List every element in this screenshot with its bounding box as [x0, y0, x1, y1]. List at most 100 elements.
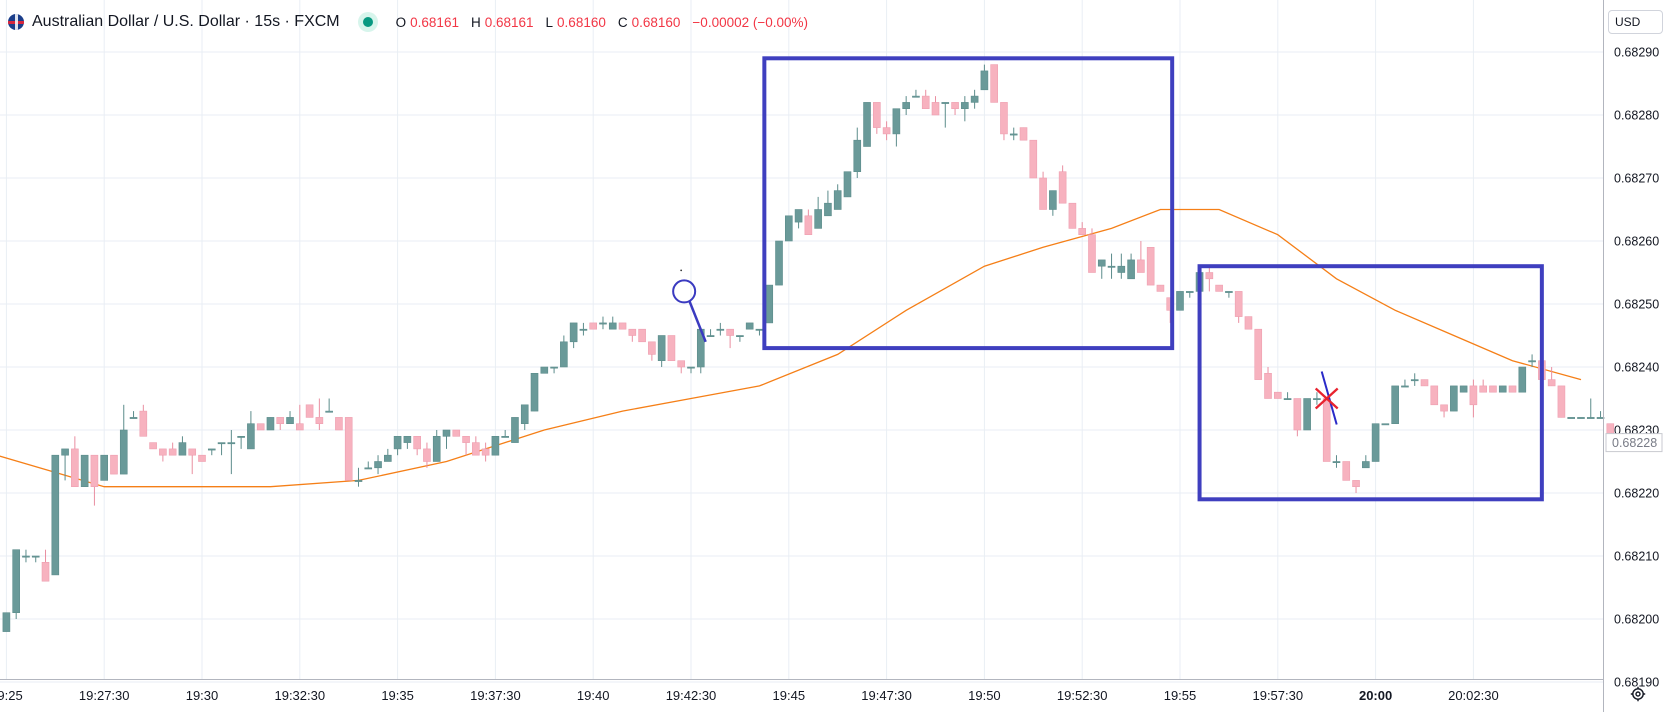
drawings[interactable]	[672, 56, 1544, 502]
candle-body	[1528, 360, 1536, 363]
candle-body	[1342, 461, 1351, 481]
time-tick-label: 19:55	[1164, 688, 1197, 703]
candle-body	[1244, 316, 1253, 330]
candle-body	[628, 328, 637, 336]
candle-body	[1450, 385, 1458, 412]
candle-body	[530, 372, 539, 412]
candle-body	[520, 404, 529, 424]
candle-body	[589, 322, 598, 330]
time-tick-label: 19:32:30	[274, 688, 325, 703]
candle-body	[71, 448, 79, 487]
time-tick-label: 19:57:30	[1252, 688, 1303, 703]
candle-body	[1264, 372, 1272, 399]
candle-body	[843, 171, 852, 198]
candle-body	[1381, 423, 1390, 426]
ohlc-values: O 0.68161 H 0.68161 L 0.68160 C 0.68160 …	[396, 15, 816, 30]
candle-body	[374, 461, 382, 469]
symbol-title[interactable]: Australian Dollar / U.S. Dollar · 15s · …	[32, 13, 340, 30]
candle-body	[902, 102, 910, 110]
currency-button[interactable]: USD	[1608, 10, 1663, 34]
close-value: 0.68160	[631, 14, 681, 30]
candle-body	[1508, 385, 1517, 393]
candle-body	[1596, 417, 1605, 419]
candle-body	[1097, 259, 1106, 267]
candle-body	[765, 284, 774, 324]
candle-body	[100, 454, 108, 481]
candle-body	[305, 404, 314, 418]
candle-body	[286, 417, 294, 424]
candle-body	[22, 555, 30, 558]
candle-body	[1479, 385, 1487, 393]
candle-body	[481, 448, 490, 456]
candle-body	[1068, 202, 1077, 229]
candle-body	[1371, 423, 1380, 462]
candle-body	[247, 423, 255, 450]
candle-body	[198, 454, 206, 462]
candle-body	[1215, 284, 1223, 292]
candle-body	[784, 215, 793, 242]
candle-body	[1049, 190, 1057, 210]
grid	[0, 0, 1603, 683]
market-status-indicator[interactable]	[357, 12, 378, 32]
candle-body	[1440, 404, 1448, 412]
candle-body	[980, 70, 989, 91]
candle-body	[256, 423, 265, 431]
candle-body	[1225, 291, 1233, 293]
candle-body	[921, 95, 930, 109]
candle-body	[1567, 417, 1575, 419]
candle-body	[667, 335, 676, 362]
candle-body	[276, 417, 285, 424]
candle-body	[364, 467, 373, 470]
candle-body	[90, 454, 99, 488]
candle-body	[413, 435, 421, 450]
time-tick-label: 19:45	[773, 688, 806, 703]
price-tick-label: 0.68250	[1614, 298, 1659, 312]
low-value: 0.68160	[557, 14, 606, 30]
moving-average-line	[0, 208, 1582, 488]
candle-body	[1586, 417, 1595, 419]
chart-legend: Australian Dollar / U.S. Dollar · 15s · …	[8, 10, 816, 34]
candle-body	[1313, 398, 1321, 400]
time-tick-label: 20:00	[1359, 688, 1392, 703]
price-tick-label: 0.68290	[1614, 46, 1659, 60]
candle-body	[1489, 385, 1497, 393]
candle-body	[315, 417, 324, 424]
candle-body	[149, 442, 157, 450]
candle-body	[1078, 228, 1086, 235]
candle-body	[1107, 265, 1116, 268]
candle-body	[237, 435, 245, 438]
candle-body	[1518, 366, 1527, 393]
candle-body	[1146, 247, 1155, 286]
candle-body	[1420, 379, 1429, 387]
candle-body	[1117, 265, 1126, 273]
candle-body	[110, 454, 118, 475]
time-tick-label: 19:37:30	[470, 688, 521, 703]
candle-body	[931, 102, 940, 116]
candle-body	[745, 322, 754, 330]
candle-body	[882, 127, 891, 135]
candle-body	[12, 549, 20, 614]
candle-body	[1088, 234, 1096, 273]
candle-body	[706, 335, 715, 337]
time-tick-label: 19:25	[0, 688, 23, 703]
candle-body	[648, 341, 656, 355]
candle-body	[1039, 177, 1047, 210]
time-tick-label: 19:40	[577, 688, 610, 703]
candle-body	[61, 448, 69, 456]
circle-annotation[interactable]	[672, 279, 697, 304]
highlight-box-1[interactable]	[762, 56, 1175, 351]
highlight-box-2[interactable]	[1197, 264, 1544, 502]
candle-body	[1430, 385, 1439, 406]
candle-body	[873, 102, 881, 128]
candle-body	[1176, 291, 1184, 311]
candle-body	[384, 454, 392, 462]
candle-body	[1557, 385, 1566, 418]
candle-body	[892, 108, 901, 135]
circle-annotation-line[interactable]	[687, 299, 707, 343]
candle-body	[569, 322, 578, 343]
candle-body	[1322, 398, 1331, 462]
settings-icon[interactable]	[1630, 686, 1646, 702]
candle-body	[1137, 259, 1145, 273]
